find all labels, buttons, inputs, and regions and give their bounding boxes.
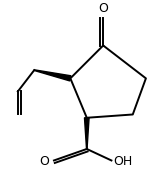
Polygon shape — [85, 118, 89, 149]
Text: O: O — [98, 2, 108, 15]
Text: O: O — [39, 155, 49, 168]
Text: OH: OH — [113, 155, 132, 168]
Polygon shape — [34, 70, 71, 81]
